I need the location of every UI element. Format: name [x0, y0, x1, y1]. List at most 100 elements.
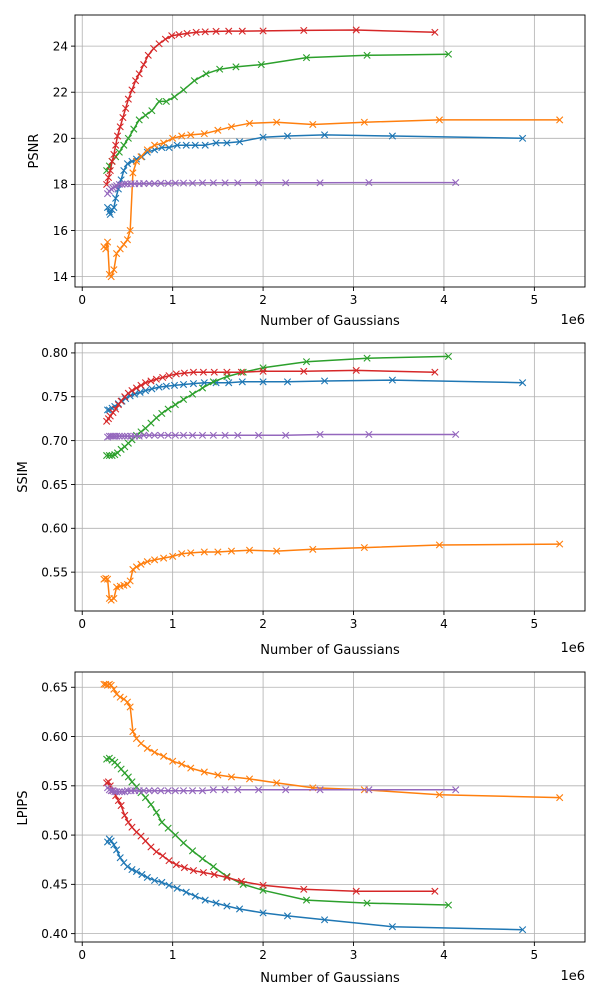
data-point-red: [352, 887, 360, 895]
data-point-red: [112, 405, 120, 413]
data-point-purple: [171, 179, 179, 187]
x-tick-label: 3: [350, 617, 358, 631]
data-point-blue: [212, 139, 220, 147]
x-tick-label: 0: [78, 617, 86, 631]
data-point-orange: [132, 563, 141, 571]
data-point-red: [237, 877, 245, 885]
x-tick-label: 1: [169, 617, 177, 631]
series-purple: [103, 784, 460, 796]
data-point-purple: [145, 787, 153, 795]
data-point-purple: [179, 787, 188, 795]
x-tick-label: 0: [78, 293, 86, 307]
data-point-purple: [121, 432, 129, 440]
data-point-green: [124, 773, 132, 781]
data-point-orange: [178, 132, 186, 140]
x-tick-label: 3: [350, 948, 358, 962]
series-purple: [103, 178, 460, 198]
data-point-green: [179, 86, 188, 94]
data-point-green: [216, 65, 224, 73]
data-point-purple: [150, 179, 159, 188]
data-point-blue: [191, 892, 199, 900]
data-point-purple: [316, 179, 324, 187]
data-point-blue: [123, 863, 132, 871]
data-point-red: [199, 368, 207, 376]
data-point-red: [300, 367, 308, 375]
data-point-blue: [388, 376, 396, 384]
data-point-green: [171, 831, 179, 839]
data-point-orange: [126, 226, 134, 235]
lpips-ylabel: LPIPS: [16, 790, 31, 825]
data-point-orange: [245, 119, 254, 127]
data-point-red: [155, 40, 163, 48]
data-point-green: [152, 808, 160, 817]
data-point-red: [114, 797, 122, 805]
data-point-green: [158, 818, 166, 826]
series-line-red: [105, 369, 435, 422]
lpips-axes-frame: [74, 671, 586, 943]
x-tick-label: 0: [78, 948, 86, 962]
data-point-blue: [320, 377, 329, 385]
data-point-blue: [235, 138, 244, 146]
data-point-blue: [388, 923, 396, 931]
x-tick-label: 1: [169, 948, 177, 962]
data-point-orange: [245, 775, 254, 783]
data-point-red: [121, 811, 129, 819]
data-point-red: [172, 861, 180, 869]
data-point-green: [141, 424, 150, 432]
ssim-grid: [75, 343, 585, 611]
data-point-orange: [126, 703, 134, 711]
data-point-blue: [173, 141, 181, 149]
data-point-orange: [102, 574, 110, 582]
data-point-orange: [169, 757, 177, 765]
data-point-red: [189, 368, 198, 376]
data-point-purple: [234, 786, 242, 794]
data-point-blue: [128, 865, 136, 874]
data-point-purple: [452, 786, 460, 794]
y-tick-label: 0.55: [41, 565, 68, 579]
data-point-purple: [198, 787, 207, 795]
series-green: [103, 352, 453, 460]
data-point-red: [122, 104, 130, 112]
data-point-orange: [137, 560, 145, 568]
data-point-blue: [259, 909, 267, 917]
data-point-green: [147, 419, 155, 427]
x-tick-label: 2: [259, 948, 267, 962]
data-point-green: [117, 445, 125, 453]
data-point-orange: [169, 552, 177, 560]
data-point-orange: [187, 549, 195, 557]
data-point-red: [147, 377, 155, 385]
data-point-green: [124, 134, 132, 142]
data-point-purple: [316, 786, 324, 794]
x-tick-label: 1: [169, 293, 177, 307]
data-point-red: [104, 173, 113, 182]
data-point-orange: [160, 554, 168, 562]
series-orange: [100, 540, 564, 604]
data-point-blue: [107, 837, 115, 845]
data-point-green: [302, 896, 311, 904]
data-point-green: [188, 390, 197, 398]
data-point-purple: [118, 788, 126, 796]
data-point-blue: [150, 876, 159, 885]
data-point-blue: [148, 385, 156, 393]
data-point-purple: [198, 431, 207, 439]
data-point-blue: [110, 841, 118, 849]
data-point-orange: [273, 779, 281, 787]
series-line-blue: [107, 379, 523, 411]
data-point-purple: [121, 180, 129, 188]
data-point-orange: [435, 541, 444, 549]
data-point-red: [201, 28, 209, 36]
data-point-green: [103, 451, 111, 460]
data-point-blue: [143, 873, 151, 882]
data-point-blue: [201, 141, 209, 149]
data-point-orange: [116, 245, 124, 253]
data-point-purple: [115, 432, 123, 440]
y-tick-label: 24: [53, 39, 68, 53]
data-point-orange: [309, 120, 317, 129]
data-point-orange: [169, 134, 177, 142]
data-point-purple: [365, 430, 373, 439]
series-purple: [103, 430, 460, 441]
data-point-orange: [360, 544, 368, 552]
y-tick-label: 0.70: [41, 434, 68, 448]
data-point-red: [152, 375, 160, 383]
